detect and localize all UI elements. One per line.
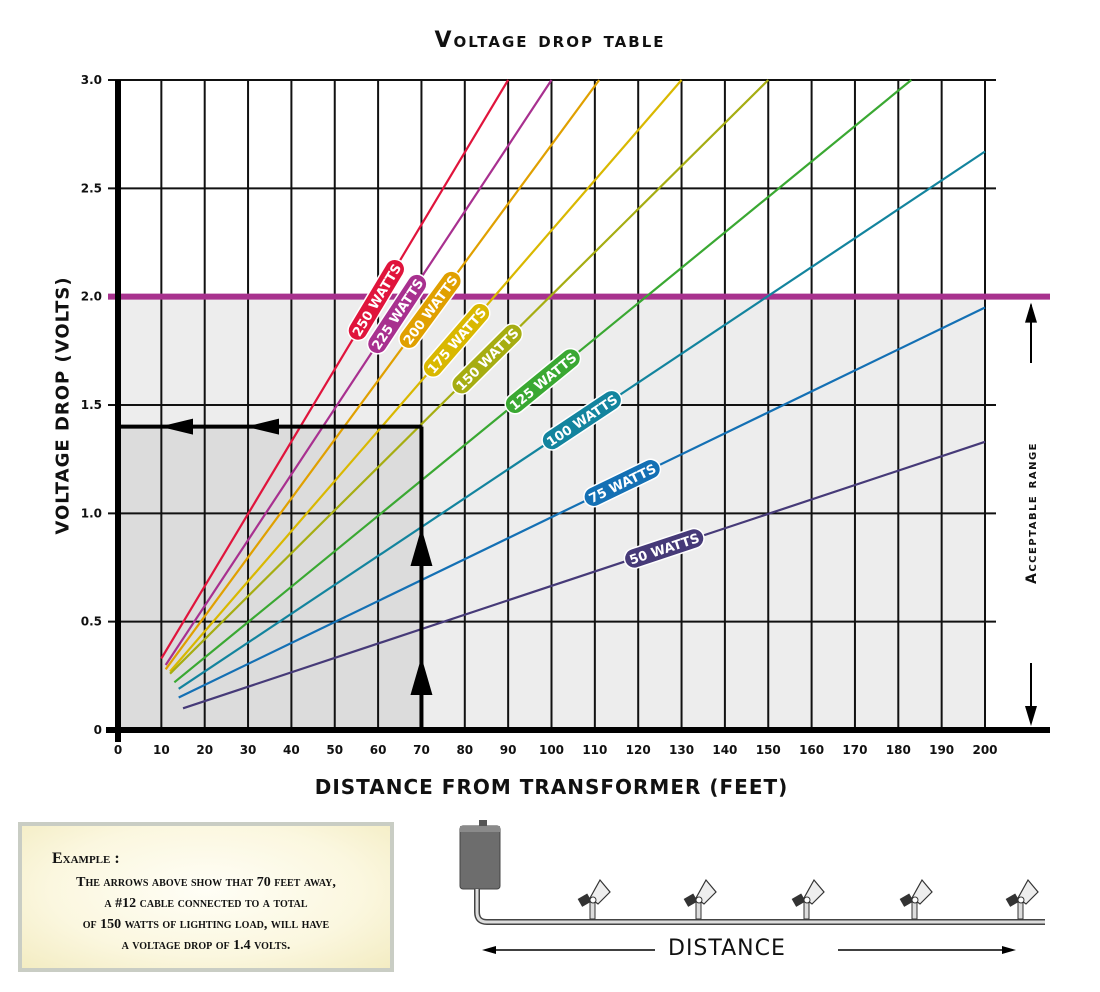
light-fixture-icon <box>899 878 933 920</box>
x-tick-label: 50 <box>326 743 343 757</box>
x-tick-label: 20 <box>196 743 213 757</box>
x-tick-label: 160 <box>799 743 824 757</box>
x-axis-label: DISTANCE FROM TRANSFORMER (FEET) <box>314 775 789 799</box>
x-tick-label: 180 <box>886 743 911 757</box>
y-tick-label: 1.0 <box>81 506 102 520</box>
series-label-pill <box>450 323 524 395</box>
fixture-lens <box>791 893 806 907</box>
x-tick-label: 10 <box>153 743 170 757</box>
series-label-pill <box>504 347 582 415</box>
series-line <box>178 306 986 699</box>
left-arrow-icon <box>482 946 496 954</box>
fixture-pivot <box>589 896 597 904</box>
y-tick-label: 3.0 <box>81 73 102 87</box>
x-tick-label: 170 <box>842 743 867 757</box>
x-tick-label: 140 <box>712 743 737 757</box>
x-tick-label: 90 <box>500 743 517 757</box>
y-tick-label: 1.5 <box>81 398 102 412</box>
series-label-pill <box>583 458 662 508</box>
distance-label: DISTANCE <box>662 936 792 961</box>
range-down-arrow-icon <box>1025 706 1037 726</box>
series-line <box>160 79 510 660</box>
example-line: a voltage drop of 1.4 volts. <box>121 938 291 953</box>
y-axis-label: VOLTAGE DROP (VOLTS) <box>52 276 74 535</box>
series-line <box>164 79 601 670</box>
series-line <box>164 79 553 666</box>
fixture-pivot <box>803 896 811 904</box>
left-arrow-icon <box>246 418 279 435</box>
transformer-top <box>460 826 500 832</box>
cable <box>474 889 1045 925</box>
left-arrow-icon <box>160 418 193 435</box>
fixture-lens <box>683 893 698 907</box>
light-fixture-icon <box>1005 878 1039 920</box>
x-tick-label: 200 <box>972 743 997 757</box>
series-label-pill <box>398 270 463 350</box>
y-tick-label: 0 <box>94 723 102 737</box>
x-tick-label: 190 <box>929 743 954 757</box>
example-line: of 150 watts of lighting load, will have <box>82 917 330 932</box>
y-tick-label: 2.5 <box>81 181 102 195</box>
fixture-lens <box>577 893 592 907</box>
series-line <box>182 440 986 710</box>
fixture-pivot <box>911 896 919 904</box>
example-heading: Example : <box>52 850 120 867</box>
transformer-cap <box>479 820 487 826</box>
acceptable-range-label: Acceptable range <box>1024 363 1040 663</box>
x-tick-label: 0 <box>114 743 122 757</box>
series-label-pill <box>422 302 491 379</box>
y-tick-label: 0.5 <box>81 615 102 629</box>
example-line: The arrows above show that 70 feet away, <box>76 875 336 890</box>
x-tick-label: 80 <box>456 743 473 757</box>
fixture-pivot <box>1017 896 1025 904</box>
series-label-pill <box>347 258 406 342</box>
series-label-pill <box>623 527 705 570</box>
fixture-pivot <box>695 896 703 904</box>
x-tick-label: 100 <box>539 743 564 757</box>
cable-diagram <box>459 820 1045 954</box>
x-tick-label: 30 <box>240 743 257 757</box>
x-tick-label: 120 <box>626 743 651 757</box>
x-tick-label: 70 <box>413 743 430 757</box>
y-tick-label: 2.0 <box>81 290 102 304</box>
transformer-icon <box>459 825 501 890</box>
range-up-arrow-icon <box>1025 302 1037 323</box>
up-arrow-icon <box>410 657 433 695</box>
series-label-pill <box>366 273 428 355</box>
x-tick-label: 110 <box>582 743 607 757</box>
x-tick-label: 60 <box>370 743 387 757</box>
series-label-pill <box>541 389 623 451</box>
right-arrow-icon <box>1002 946 1016 954</box>
x-tick-label: 150 <box>756 743 781 757</box>
example-text: The arrows above show that 70 feet away,… <box>22 872 390 956</box>
up-arrow-icon <box>410 528 433 566</box>
example-box: Example : The arrows above show that 70 … <box>18 822 394 972</box>
cable-highlight <box>475 889 1045 924</box>
fixture-lens <box>899 893 914 907</box>
light-fixture-icon <box>683 878 717 920</box>
x-tick-label: 40 <box>283 743 300 757</box>
example-line: a #12 cable connected to a total <box>104 896 308 911</box>
fixture-lens <box>1005 893 1020 907</box>
series-line <box>169 79 683 673</box>
x-tick-label: 130 <box>669 743 694 757</box>
light-fixture-icon <box>577 878 611 920</box>
example-region-shade <box>118 426 422 730</box>
light-fixture-icon <box>791 878 825 920</box>
chart-title: Voltage drop table <box>434 28 666 53</box>
